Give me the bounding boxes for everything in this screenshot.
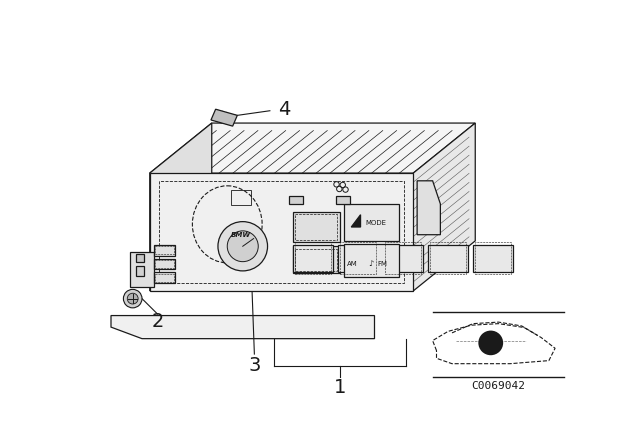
Text: 4: 4 [278,100,290,119]
Polygon shape [154,258,175,269]
Polygon shape [413,123,476,291]
Circle shape [124,289,142,308]
Polygon shape [154,245,175,255]
Polygon shape [111,315,374,339]
Polygon shape [351,215,360,227]
Polygon shape [131,252,154,287]
Polygon shape [428,245,468,271]
Polygon shape [136,254,143,262]
Polygon shape [154,272,175,283]
Circle shape [478,331,503,355]
Text: C0069042: C0069042 [472,381,525,392]
Polygon shape [293,245,333,271]
Polygon shape [473,245,513,271]
Polygon shape [338,245,378,271]
Text: 1: 1 [333,378,346,396]
Text: AM: AM [348,260,358,267]
Polygon shape [336,196,349,204]
Polygon shape [150,123,212,291]
Polygon shape [136,266,143,276]
Circle shape [127,293,138,304]
Polygon shape [150,173,413,291]
Text: BMW: BMW [231,232,252,238]
Text: MODE: MODE [365,220,386,227]
Polygon shape [211,109,237,126]
Text: FM: FM [378,260,388,267]
Polygon shape [150,123,476,173]
Polygon shape [293,211,340,242]
Circle shape [218,222,268,271]
Text: 2: 2 [151,312,164,331]
Polygon shape [293,246,340,273]
Polygon shape [344,244,399,277]
Polygon shape [289,196,303,204]
Circle shape [227,231,259,262]
Text: 3: 3 [248,356,260,375]
Text: ♪: ♪ [368,258,374,267]
Polygon shape [383,245,423,271]
Polygon shape [417,181,440,235]
Polygon shape [344,204,399,241]
